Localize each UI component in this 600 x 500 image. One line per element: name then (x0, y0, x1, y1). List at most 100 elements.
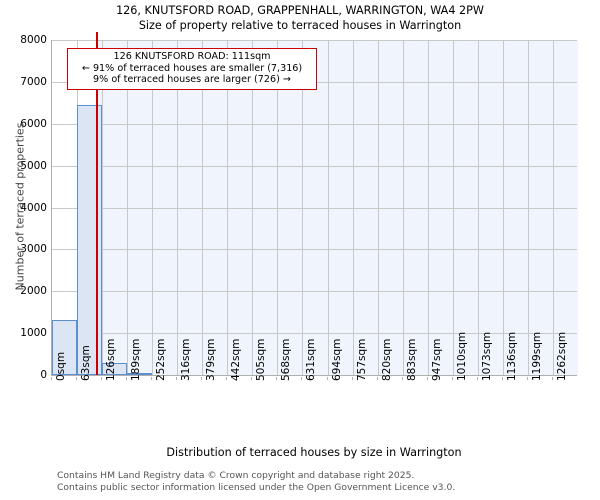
gridline-vertical (552, 40, 554, 375)
x-axis-tick (226, 377, 228, 380)
y-axis-tick-label: 1000 (20, 327, 47, 340)
gridline-vertical (452, 40, 454, 375)
gridline-vertical (377, 40, 379, 375)
x-axis-tick-label: 694sqm (330, 338, 343, 381)
x-axis-tick (51, 377, 52, 380)
y-axis-title: Number of terraced properties (13, 122, 27, 291)
property-annotation-box: 126 KNUTSFORD ROAD: 111sqm ← 91% of terr… (67, 48, 317, 90)
y-axis-tick-label: 5000 (20, 159, 47, 172)
x-axis-tick-label: 757sqm (355, 338, 368, 381)
y-axis-tick-label: 2000 (20, 285, 47, 298)
gridline-vertical (427, 40, 429, 375)
x-axis-tick (526, 377, 528, 380)
x-axis-tick-label: 883sqm (405, 338, 418, 381)
x-axis-tick-label: 63sqm (80, 345, 92, 381)
gridline-vertical (502, 40, 504, 375)
x-axis-tick (301, 377, 303, 380)
x-axis-tick-label: 1010sqm (455, 331, 468, 381)
x-axis-tick-label: 0sqm (55, 351, 67, 381)
gridline-horizontal (52, 333, 577, 335)
histogram-bar (52, 320, 77, 375)
annotation-line-2: ← 91% of terraced houses are smaller (7,… (81, 62, 303, 74)
x-axis-tick-label: 631sqm (305, 338, 318, 381)
footer-line-1: Contains HM Land Registry data © Crown c… (57, 470, 415, 481)
y-axis-tick-label: 4000 (20, 201, 47, 214)
gridline-vertical (477, 40, 479, 375)
gridline-horizontal (52, 249, 577, 251)
plot-area (51, 32, 578, 375)
y-axis-title-wrap: Number of terraced properties (0, 0, 27, 500)
y-axis-tick-labels: 0 1000 2000 3000 4000 5000 6000 7000 8000 (0, 0, 47, 500)
x-axis-tick (251, 377, 253, 380)
gridline-horizontal (52, 123, 577, 125)
x-axis-tick (176, 377, 178, 380)
x-axis-tick-label: 505sqm (255, 338, 268, 381)
gridline-vertical (127, 40, 129, 375)
x-axis-tick (76, 377, 77, 380)
x-axis-tick-label: 1136sqm (505, 331, 518, 381)
x-axis-tick-label: 820sqm (380, 338, 393, 381)
x-axis-tick-label: 947sqm (430, 338, 443, 381)
y-axis-tick-label: 6000 (20, 117, 47, 130)
gridline-horizontal (52, 40, 577, 41)
x-axis-tick (376, 377, 378, 380)
gridline-vertical (102, 40, 104, 375)
y-axis-tick-label: 3000 (20, 243, 47, 256)
annotation-line-1: 126 KNUTSFORD ROAD: 111sqm (113, 51, 271, 62)
x-axis-tick (476, 377, 478, 380)
histogram-bars (52, 40, 577, 375)
x-axis-title: Distribution of terraced houses by size … (166, 446, 462, 459)
x-axis-tick (126, 377, 128, 380)
histogram-bar (102, 363, 128, 375)
gridline-vertical (152, 40, 154, 375)
x-axis-tick-label: 379sqm (205, 338, 218, 381)
annotation-line-3: 9% of terraced houses are larger (726) → (93, 74, 291, 85)
chart-title-block: 126, KNUTSFORD ROAD, GRAPPENHALL, WARRIN… (0, 3, 600, 33)
x-axis-tick-label: 1073sqm (480, 331, 493, 381)
x-axis-tick (551, 377, 553, 380)
chart-subtitle: Size of property relative to terraced ho… (138, 19, 462, 32)
x-axis-tick-label: 189sqm (130, 338, 143, 381)
gridline-horizontal (52, 165, 577, 167)
x-axis-tick-label: 442sqm (230, 338, 243, 381)
y-axis-tick-label: 0 (40, 369, 47, 381)
gridline-vertical (302, 40, 304, 375)
y-axis-tick-label: 8000 (20, 34, 47, 46)
gridline-horizontal (52, 291, 577, 293)
x-axis-tick-label: 1199sqm (530, 331, 543, 381)
x-axis-tick (401, 377, 403, 380)
x-axis-tick (276, 377, 278, 380)
x-axis-tick (451, 377, 453, 380)
gridline-vertical (352, 40, 354, 375)
x-axis-tick (151, 377, 153, 380)
gridline-vertical (202, 40, 204, 375)
y-axis-tick-label: 7000 (20, 75, 47, 88)
gridline-horizontal (52, 207, 577, 209)
x-axis-tick (351, 377, 353, 380)
property-marker-line (96, 32, 98, 375)
gridline-vertical (327, 40, 329, 375)
histogram-bar (127, 372, 153, 375)
gridline-vertical (227, 40, 229, 375)
x-axis-tick-label: 1262sqm (555, 331, 568, 381)
gridline-vertical (277, 40, 279, 375)
page-title: 126, KNUTSFORD ROAD, GRAPPENHALL, WARRIN… (116, 4, 484, 17)
x-axis-tick (326, 377, 328, 380)
gridline-vertical (177, 40, 179, 375)
footer-line-2: Contains public sector information licen… (57, 481, 456, 493)
x-axis-tick (501, 377, 503, 380)
x-axis-tick (426, 377, 428, 380)
footer-attribution: Contains HM Land Registry data © Crown c… (57, 470, 455, 493)
x-axis-tick (201, 377, 203, 380)
x-axis-tick-label: 568sqm (280, 338, 293, 381)
gridline-vertical (252, 40, 254, 375)
gridline-vertical (402, 40, 404, 375)
x-axis-spine (51, 375, 577, 376)
x-axis-tick-label: 126sqm (105, 338, 118, 381)
gridline-vertical (527, 40, 529, 375)
x-axis-tick-label: 316sqm (180, 338, 193, 381)
histogram-bar (77, 104, 102, 375)
x-axis-tick (101, 377, 103, 380)
x-axis-tick-label: 252sqm (155, 338, 168, 381)
